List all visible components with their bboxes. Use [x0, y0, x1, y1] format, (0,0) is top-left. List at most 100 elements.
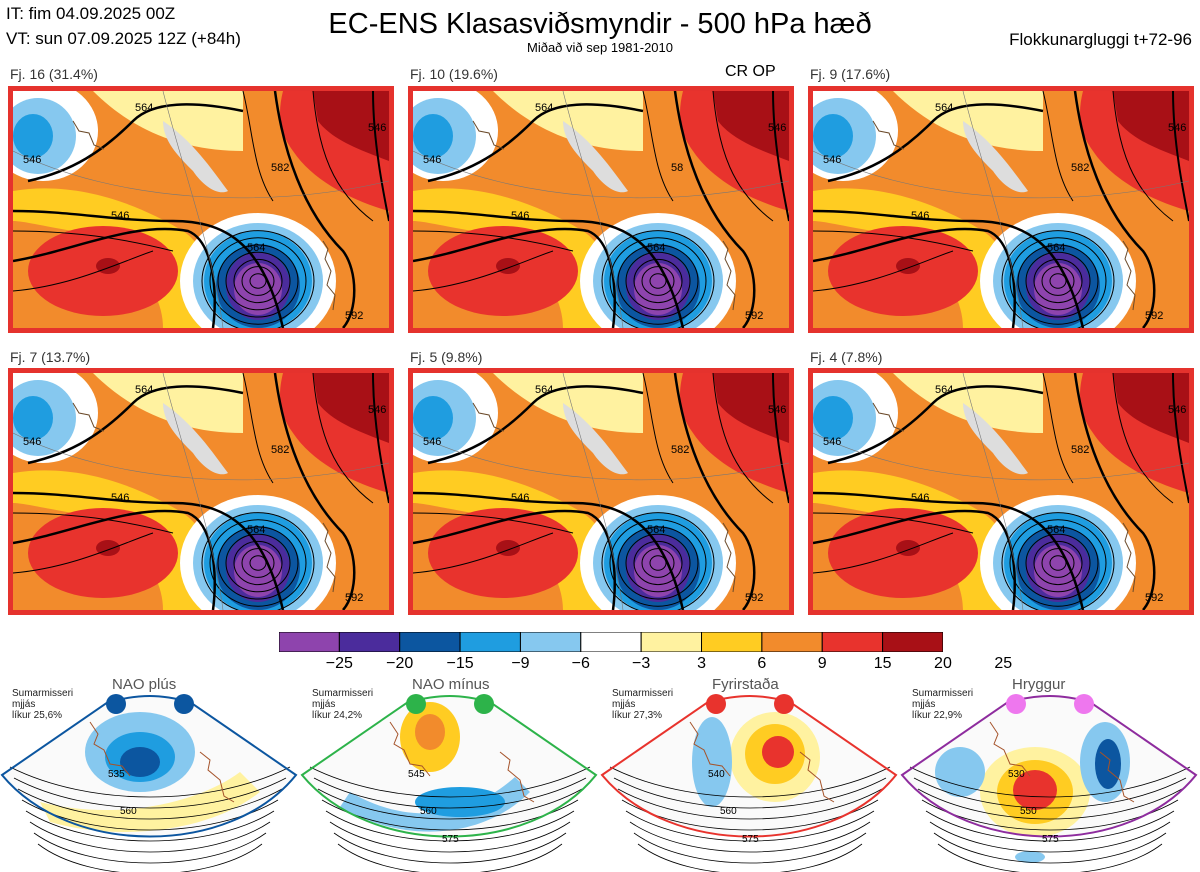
contour-label: 546	[23, 154, 41, 166]
regime-info: líkur 25,6%	[12, 710, 63, 721]
cluster-label: Fj. 9 (17.6%)	[810, 66, 891, 82]
contour-label: 546	[511, 210, 529, 222]
contour-label: 546	[511, 492, 529, 504]
regime-markers	[1006, 694, 1094, 714]
colorbar-segment	[399, 632, 461, 652]
regime-contour-label: 540	[708, 769, 725, 780]
colorbar-segment	[580, 632, 642, 652]
contour-label: 564	[1047, 524, 1065, 536]
initial-time: IT: fim 04.09.2025 00Z	[6, 4, 176, 23]
colorbar-tick-label: 6	[757, 655, 767, 672]
cluster-label: Fj. 7 (13.7%)	[10, 349, 91, 365]
colorbar-segment	[882, 632, 943, 652]
colorbar-segment	[701, 632, 763, 652]
regime-map: 530 550 575	[900, 695, 1198, 872]
regime-info: Sumarmisseri	[612, 688, 674, 699]
contour-label: 546	[368, 404, 386, 416]
colorbar-tick-label: −20	[386, 655, 414, 672]
cluster-label: Fj. 10 (19.6%)	[410, 66, 498, 82]
regime-contour-label: 575	[442, 834, 459, 845]
regime-markers	[106, 694, 194, 714]
regime-map: 545 560 575	[300, 695, 598, 872]
contour-label: 564	[247, 242, 265, 254]
contour-label: 582	[1071, 444, 1089, 456]
colorbar-segment	[459, 632, 521, 652]
contour-label: 564	[647, 524, 665, 536]
regime-marker-dot	[174, 694, 194, 714]
regime-contour-label: 545	[408, 769, 425, 780]
anomaly-map: 546 564 546 564 58 546 592	[413, 91, 789, 328]
colorbar-tick-label: −15	[446, 655, 474, 672]
colorbar-tick-label: −9	[511, 655, 530, 672]
valid-time: VT: sun 07.09.2025 12Z (+84h)	[6, 29, 241, 48]
regime-contour-label: 560	[120, 806, 137, 817]
regime-info: líkur 27,3%	[612, 710, 663, 721]
contour-label: 546	[111, 492, 129, 504]
cluster-label: Fj. 5 (9.8%)	[410, 349, 483, 365]
contour-label: 564	[535, 384, 553, 396]
climatology-subtitle: Miðað við sep 1981-2010	[527, 40, 673, 55]
anomaly-map: 546 564 546 564 582 546 592	[813, 91, 1189, 328]
regime-title: Fyrirstaða	[712, 676, 779, 693]
contour-label: 546	[768, 122, 786, 134]
colorbar-segment	[279, 632, 340, 652]
regime-marker-dot	[106, 694, 126, 714]
colorbar-tick-label: 15	[873, 655, 892, 672]
contour-label: 546	[823, 436, 841, 448]
cluster-map-panel: 546 564 546 564 582 546 592	[8, 368, 394, 615]
contour-label: 592	[345, 592, 363, 604]
contour-label: 592	[1145, 310, 1163, 322]
colorbar-segment	[821, 632, 884, 652]
regime-contour-label: 550	[1020, 806, 1037, 817]
regime-marker-dot	[1074, 694, 1094, 714]
regime-map: 540 560 575	[600, 695, 898, 872]
regime-contour-label: 535	[108, 769, 125, 780]
anomaly-map: 546 564 546 564 582 546 592	[13, 91, 389, 328]
regime-contour-label: 530	[1008, 769, 1025, 780]
colorbar-tick-label: −25	[325, 655, 353, 672]
contour-label: 546	[368, 122, 386, 134]
regime-info: Sumarmisseri	[312, 688, 374, 699]
regime-info: mjjás	[12, 699, 36, 710]
contour-label: 564	[935, 102, 953, 114]
regime-info: líkur 22,9%	[912, 710, 963, 721]
cluster-map-panel: 546 564 546 564 582 546 592	[808, 368, 1194, 615]
contour-label: 564	[135, 102, 153, 114]
regime-info: líkur 24,2%	[312, 710, 363, 721]
contour-label: 564	[935, 384, 953, 396]
anomaly-map: 546 564 546 564 582 546 592	[13, 373, 389, 610]
contour-label: 564	[1047, 242, 1065, 254]
contour-label: 564	[535, 102, 553, 114]
anomaly-map: 546 564 546 564 582 546 592	[813, 373, 1189, 610]
cr-op-label: CR OP	[725, 63, 776, 80]
colorbar-tick-label: 3	[697, 655, 706, 672]
contour-label: 564	[247, 524, 265, 536]
regime-title: NAO mínus	[412, 676, 490, 693]
regime-map: 535 560	[0, 695, 298, 872]
contour-label: 546	[423, 436, 441, 448]
colorbar-segment	[640, 632, 703, 652]
regime-contour-label: 575	[1042, 834, 1059, 845]
regime-marker-dot	[406, 694, 426, 714]
contour-label: 546	[911, 210, 929, 222]
colorbar-segment	[761, 632, 823, 652]
regime-info: Sumarmisseri	[12, 688, 74, 699]
contour-label: 58	[671, 162, 683, 174]
regime-contour-label: 560	[420, 806, 437, 817]
contour-label: 592	[745, 310, 763, 322]
contour-label: 582	[271, 444, 289, 456]
contour-label: 582	[1071, 162, 1089, 174]
contour-label: 546	[1168, 404, 1186, 416]
contour-label: 592	[1145, 592, 1163, 604]
colorbar	[279, 632, 943, 652]
colorbar-tick-label: −6	[571, 655, 590, 672]
colorbar-segment	[519, 632, 582, 652]
classification-window: Flokkunargluggi t+72-96	[1009, 30, 1192, 49]
contour-label: 592	[345, 310, 363, 322]
contour-label: 546	[768, 404, 786, 416]
cluster-map-panel: 546 564 546 564 582 546 592	[408, 368, 794, 615]
regime-markers	[706, 694, 794, 714]
regime-title: Hryggur	[1012, 676, 1066, 693]
regime-info: mjjás	[612, 699, 636, 710]
colorbar-tick-label: 20	[934, 655, 952, 672]
